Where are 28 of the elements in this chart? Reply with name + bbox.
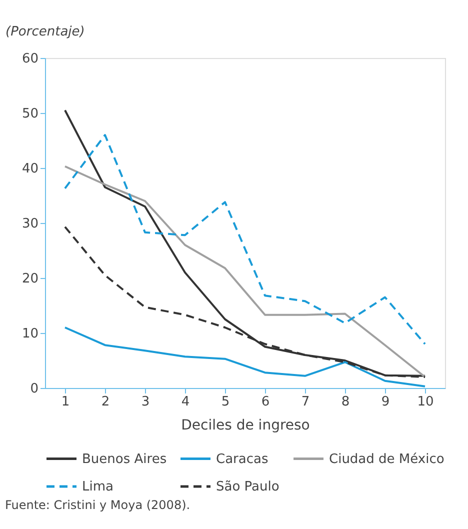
legend-label: São Paulo [216,480,280,494]
y-tick-label: 30 [22,216,38,232]
x-tick-label: 10 [417,394,434,410]
legend-label: Caracas [216,452,268,467]
x-tick-label: 6 [261,394,270,410]
legend-label: Lima [82,480,114,494]
x-tick-label: 5 [221,394,230,410]
legend-label: Buenos Aires [82,452,167,467]
legend-label: Ciudad de México [329,452,444,467]
line-series [64,326,426,388]
y-axis-title: (Porcentaje) [6,24,85,40]
line-series [64,165,426,378]
x-axis-title: Deciles de ingreso [181,418,310,434]
x-tick-label: 1 [61,394,70,410]
x-tick-label: 7 [301,394,310,410]
y-tick-label: 50 [22,106,38,122]
y-tick-label: 10 [22,326,38,342]
x-tick-label: 4 [181,394,190,410]
source-note: Fuente: Cristini y Moya (2008). [5,498,190,512]
x-tick-label: 3 [141,394,150,410]
line-series [64,134,426,345]
y-tick-label: 40 [22,162,38,176]
x-tick-label: 2 [101,394,110,410]
x-tick-label: 8 [341,394,350,410]
y-tick-label: 20 [22,272,38,286]
x-tick-label: 9 [381,394,390,410]
y-tick-label: 0 [30,382,38,396]
y-tick-label: 60 [22,52,38,66]
